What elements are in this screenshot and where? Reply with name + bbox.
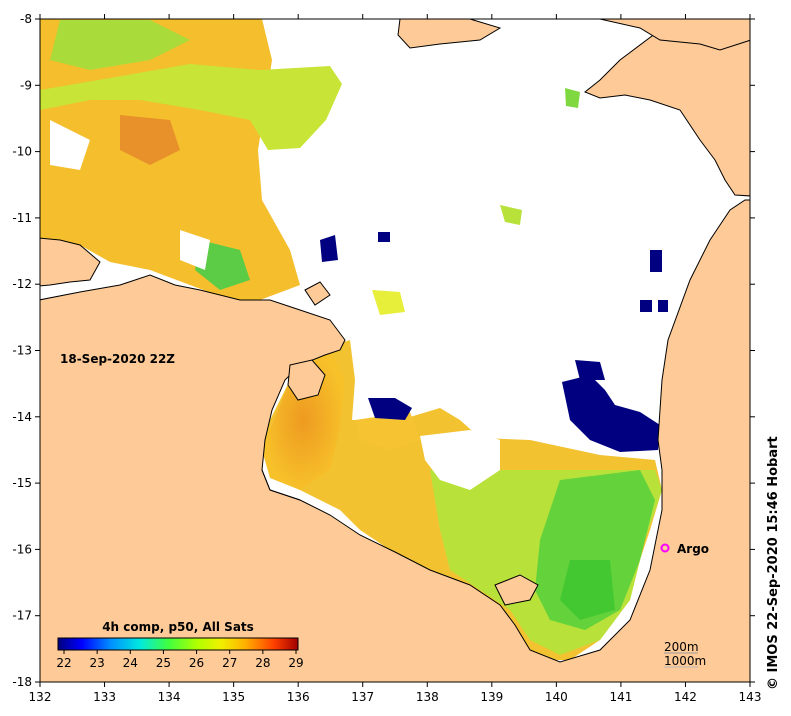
- y-tick-label: -10: [12, 145, 32, 159]
- argo-marker-icon: [660, 543, 670, 553]
- colorbar-legend: 4h comp, p50, All Sats 22 23 24 25 26 27 28 29: [56, 620, 303, 670]
- x-tick-label: 139: [480, 690, 503, 704]
- contour-legend: 200m 1000m: [664, 640, 706, 668]
- colorbar-tick-label: 25: [156, 656, 171, 670]
- timestamp-label: 18-Sep-2020 22Z: [60, 352, 175, 366]
- argo-marker: Argo: [660, 542, 709, 556]
- y-tick-label: -12: [12, 277, 32, 291]
- y-tick-label: -13: [12, 344, 32, 358]
- x-tick-label: 142: [674, 690, 697, 704]
- x-tick-label: 134: [158, 690, 181, 704]
- x-tick-label: 135: [222, 690, 245, 704]
- land: [40, 19, 750, 682]
- colorbar-tick-label: 29: [288, 656, 303, 670]
- y-axis: -8 -9 -10 -11 -12 -13 -14 -15 -16 -17 -18: [12, 12, 755, 689]
- y-tick-label: -11: [12, 211, 32, 225]
- x-tick-label: 143: [739, 690, 762, 704]
- colorbar-tick-label: 26: [189, 656, 204, 670]
- x-tick-label: 141: [609, 690, 632, 704]
- y-tick-label: -18: [12, 675, 32, 689]
- x-tick-label: 136: [287, 690, 310, 704]
- y-tick-label: -16: [12, 542, 32, 556]
- argo-label: Argo: [677, 542, 709, 556]
- x-tick-label: 132: [29, 690, 52, 704]
- y-tick-label: -14: [12, 410, 32, 424]
- colorbar: [57, 637, 299, 651]
- colorbar-tick-label: 27: [222, 656, 237, 670]
- colorbar-tick-label: 23: [90, 656, 105, 670]
- x-axis: 132 133 134 135 136 137 138 139 140 141 142 143: [29, 14, 762, 704]
- x-tick-label: 140: [545, 690, 568, 704]
- credit-text: © IMOS 22-Sep-2020 15:46 Hobart: [766, 436, 781, 690]
- colorbar-tick-label: 22: [56, 656, 71, 670]
- sst-field: [40, 19, 668, 660]
- x-tick-label: 133: [93, 690, 116, 704]
- y-tick-label: -17: [12, 609, 32, 623]
- colorbar-tick-label: 28: [255, 656, 270, 670]
- colorbar-title: 4h comp, p50, All Sats: [102, 620, 254, 634]
- contour-1000m-label: 1000m: [664, 654, 706, 668]
- y-tick-label: -15: [12, 476, 32, 490]
- x-tick-label: 137: [351, 690, 374, 704]
- y-tick-label: -9: [20, 78, 32, 92]
- colorbar-tick-label: 24: [123, 656, 138, 670]
- y-tick-label: -8: [20, 12, 32, 26]
- x-tick-label: 138: [416, 690, 439, 704]
- contour-200m-label: 200m: [664, 640, 699, 654]
